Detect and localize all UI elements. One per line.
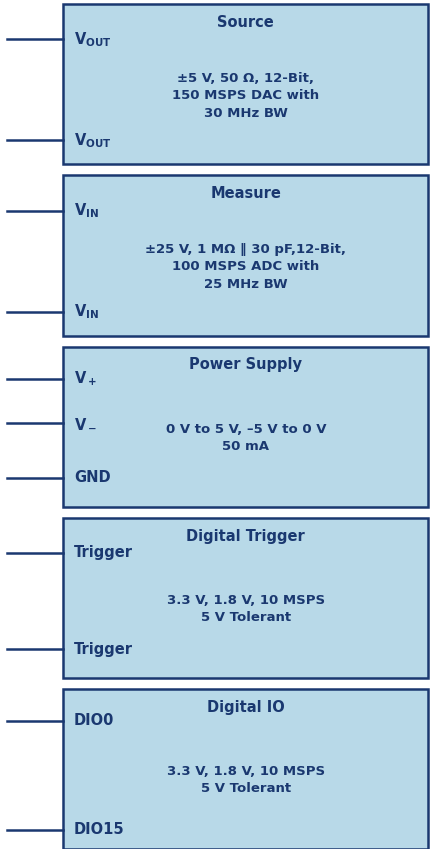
Text: Power Supply: Power Supply: [189, 357, 302, 373]
Text: $\mathbf{V_+}$: $\mathbf{V_+}$: [74, 369, 97, 388]
FancyBboxPatch shape: [63, 4, 427, 165]
FancyBboxPatch shape: [63, 176, 427, 335]
Text: DIO0: DIO0: [74, 713, 114, 728]
Text: GND: GND: [74, 470, 110, 486]
Text: $\mathbf{V_-}$: $\mathbf{V_-}$: [74, 416, 97, 431]
Text: Measure: Measure: [210, 186, 280, 201]
Text: Source: Source: [217, 15, 273, 31]
FancyBboxPatch shape: [63, 689, 427, 849]
Text: 3.3 V, 1.8 V, 10 MSPS
5 V Tolerant: 3.3 V, 1.8 V, 10 MSPS 5 V Tolerant: [166, 593, 324, 624]
Text: 0 V to 5 V, –5 V to 0 V
50 mA: 0 V to 5 V, –5 V to 0 V 50 mA: [165, 423, 325, 453]
Text: ±25 V, 1 MΩ ‖ 30 pF,12-Bit,
100 MSPS ADC with
25 MHz BW: ±25 V, 1 MΩ ‖ 30 pF,12-Bit, 100 MSPS ADC…: [145, 243, 345, 290]
FancyBboxPatch shape: [63, 346, 427, 507]
Text: Digital Trigger: Digital Trigger: [186, 529, 304, 543]
Text: 3.3 V, 1.8 V, 10 MSPS
5 V Tolerant: 3.3 V, 1.8 V, 10 MSPS 5 V Tolerant: [166, 765, 324, 796]
Text: $\mathbf{V_{IN}}$: $\mathbf{V_{IN}}$: [74, 201, 99, 220]
Text: Digital IO: Digital IO: [207, 700, 284, 715]
FancyBboxPatch shape: [63, 518, 427, 678]
Text: $\mathbf{V_{OUT}}$: $\mathbf{V_{OUT}}$: [74, 30, 111, 49]
Text: $\mathbf{V_{IN}}$: $\mathbf{V_{IN}}$: [74, 302, 99, 321]
Text: Trigger: Trigger: [74, 545, 133, 560]
Text: ±5 V, 50 Ω, 12-Bit,
150 MSPS DAC with
30 MHz BW: ±5 V, 50 Ω, 12-Bit, 150 MSPS DAC with 30…: [172, 71, 319, 120]
Text: $\mathbf{V_{OUT}}$: $\mathbf{V_{OUT}}$: [74, 131, 111, 149]
Text: DIO15: DIO15: [74, 823, 124, 837]
Text: Trigger: Trigger: [74, 642, 133, 656]
